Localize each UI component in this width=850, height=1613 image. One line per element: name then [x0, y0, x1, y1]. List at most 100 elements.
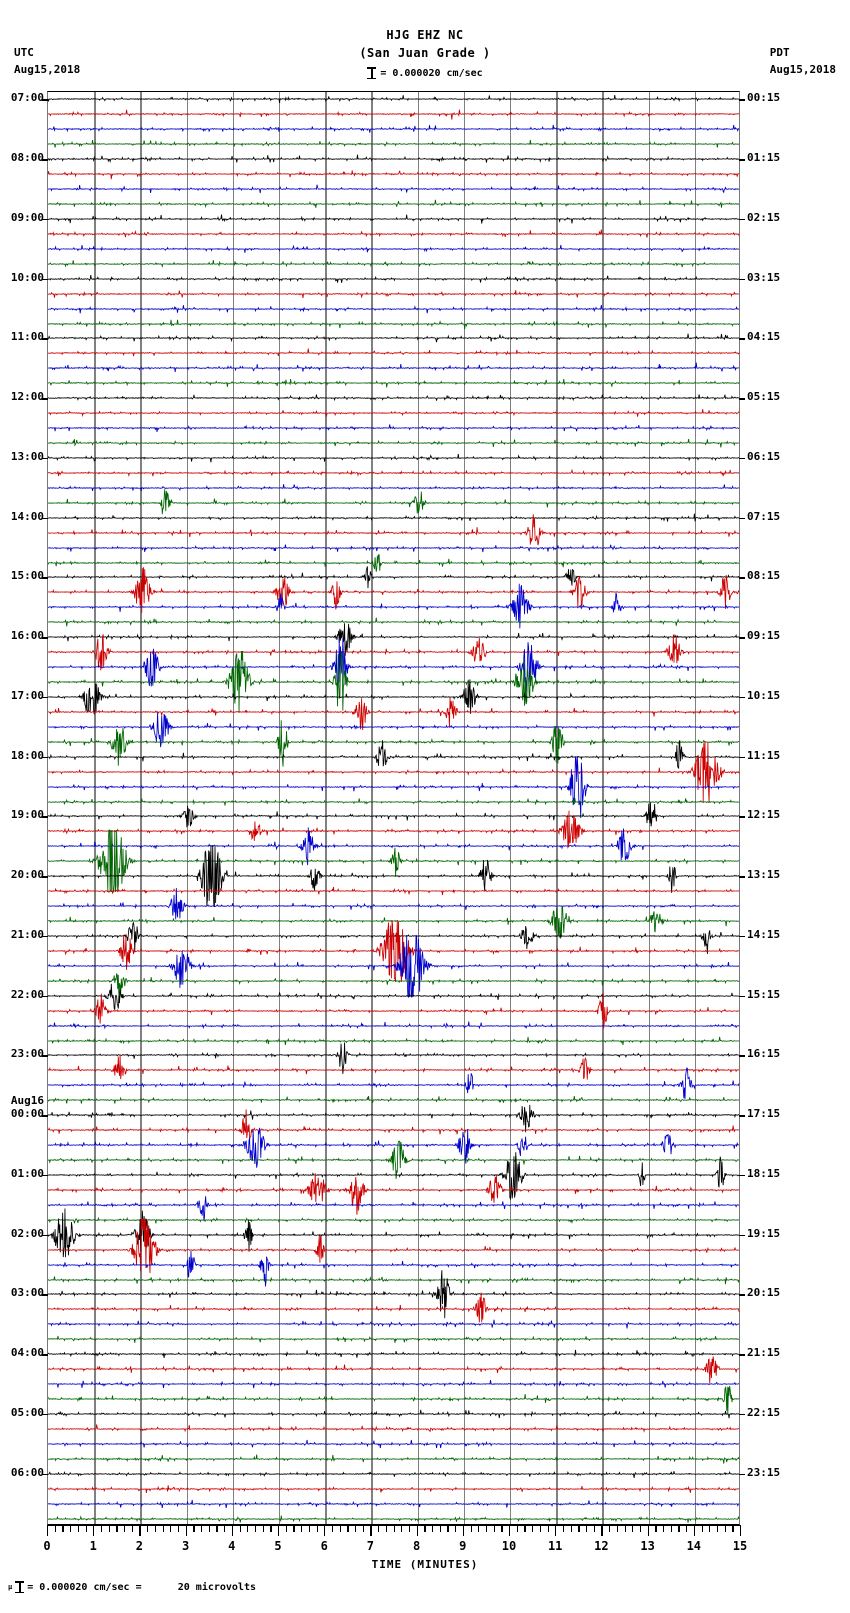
trace-row	[48, 1292, 739, 1326]
x-tick-minor	[162, 1525, 164, 1532]
trace-row	[48, 157, 739, 191]
pdt-time-label: 09:15	[747, 629, 781, 643]
trace-row	[48, 740, 739, 774]
trace-row	[48, 112, 739, 146]
x-tick-minor	[609, 1525, 611, 1532]
left-date-label: Aug15,2018	[14, 63, 81, 76]
x-tick-label: 12	[594, 1539, 609, 1553]
pdt-time-label: 19:15	[747, 1226, 781, 1240]
trace-row	[48, 187, 739, 221]
pdt-time-label: 08:15	[747, 569, 781, 583]
x-tick-minor	[570, 1525, 572, 1532]
x-tick-minor	[170, 1525, 172, 1532]
x-tick-minor	[670, 1525, 672, 1532]
trace-row	[48, 650, 739, 684]
hour-tick-left	[42, 398, 48, 400]
utc-time-label: 15:00	[10, 569, 44, 583]
hour-tick-right	[739, 1055, 745, 1057]
trace-row	[48, 546, 739, 580]
trace-row	[48, 560, 739, 594]
hour-tick-right	[739, 816, 745, 818]
trace-row	[48, 1397, 739, 1431]
trace-row	[48, 620, 739, 654]
hour-tick-right	[739, 876, 745, 878]
trace-row	[48, 1412, 739, 1446]
trace-row	[48, 441, 739, 475]
trace-row	[48, 1472, 739, 1506]
hour-tick-right	[739, 1473, 745, 1476]
x-tick-minor	[77, 1525, 80, 1532]
x-tick-major	[416, 1525, 418, 1536]
hour-tick-right	[739, 398, 745, 400]
gridline-minute-11	[556, 92, 558, 1524]
trace-row	[48, 1024, 739, 1058]
x-tick-minor	[100, 1525, 103, 1532]
trace-row	[48, 471, 739, 505]
right-timezone-block: PDT Aug15,2018	[770, 44, 836, 78]
x-tick-major	[462, 1525, 465, 1536]
x-tick-minor	[432, 1525, 434, 1532]
helicorder-plot-area	[0, 88, 850, 1533]
trace-row	[48, 710, 739, 744]
trace-row	[48, 934, 739, 968]
hour-tick-right	[739, 99, 745, 101]
x-tick-label: 9	[459, 1539, 467, 1553]
x-tick-minor	[355, 1525, 357, 1532]
hour-tick-right	[739, 637, 745, 639]
x-tick-major	[740, 1525, 742, 1536]
x-tick-minor	[108, 1525, 110, 1532]
hour-tick-right	[739, 1294, 745, 1296]
trace-row	[48, 1053, 739, 1087]
x-tick-label: 13	[640, 1539, 655, 1553]
footer-text: = 0.000020 cm/sec = 20 microvolts	[27, 1581, 256, 1593]
x-tick-minor	[686, 1525, 688, 1532]
station-subtitle: (San Juan Grade )	[359, 46, 491, 60]
trace-container	[48, 92, 739, 1524]
trace-row	[48, 351, 739, 385]
station-title: HJG EHZ NC	[386, 28, 464, 42]
hour-tick-left	[42, 696, 48, 699]
x-tick-minor	[408, 1525, 411, 1532]
x-tick-minor	[147, 1525, 149, 1532]
x-tick-minor	[578, 1525, 580, 1532]
trace-row	[48, 575, 739, 609]
pdt-time-label: 02:15	[747, 210, 781, 224]
hour-tick-left	[42, 1294, 48, 1296]
utc-time-label: 18:00	[10, 748, 44, 762]
hour-tick-left	[42, 278, 48, 281]
trace-row	[48, 755, 739, 789]
x-tick-label: 0	[43, 1539, 51, 1553]
x-tick-minor	[701, 1525, 703, 1532]
pdt-time-label: 03:15	[747, 270, 781, 284]
pdt-time-label: 15:15	[747, 987, 781, 1001]
x-tick-major	[278, 1525, 280, 1536]
x-tick-minor	[116, 1525, 118, 1532]
gridline-minute-9	[463, 92, 466, 1524]
hour-tick-left	[42, 935, 48, 938]
header: HJG EHZ NC (San Juan Grade ) = 0.000020 …	[0, 0, 850, 90]
trace-row	[48, 725, 739, 759]
x-tick-minor	[216, 1525, 218, 1532]
utc-time-label: 05:00	[10, 1405, 44, 1419]
hour-tick-left	[42, 1055, 48, 1057]
left-timezone-label: UTC	[14, 46, 34, 59]
trace-row	[48, 964, 739, 998]
x-tick-minor	[131, 1525, 133, 1532]
x-tick-minor	[539, 1525, 542, 1532]
footer-ibeam-scale-icon	[15, 1580, 25, 1594]
x-tick-minor	[285, 1525, 287, 1532]
x-tick-minor	[616, 1525, 619, 1532]
x-tick-minor	[177, 1525, 180, 1532]
scale-reference: = 0.000020 cm/sec	[0, 66, 850, 80]
x-tick-minor	[439, 1525, 441, 1532]
trace-row	[48, 1322, 739, 1356]
x-axis: 0 1 2 3 4 5 6 7 8 9 10 11 12 13 14 15	[43, 1525, 747, 1553]
trace-row	[48, 605, 739, 639]
trace-row	[48, 874, 739, 908]
trace-row	[48, 1457, 739, 1491]
x-tick-label: 8	[412, 1539, 421, 1553]
x-tick-label: 10	[501, 1539, 517, 1553]
utc-time-label: 01:00	[10, 1166, 44, 1180]
trace-row	[48, 829, 739, 863]
x-tick-minor	[447, 1525, 449, 1532]
